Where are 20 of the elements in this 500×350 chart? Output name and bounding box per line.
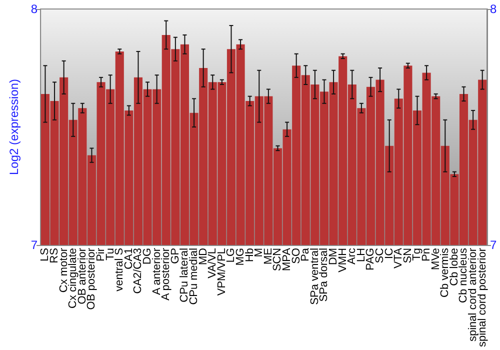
- x-tick-label: RS: [48, 248, 61, 264]
- y2-tick-label: 8: [490, 2, 497, 16]
- x-tick-label: OB anterior: [76, 248, 88, 304]
- x-tick-label: Hb: [244, 248, 256, 262]
- y2-tick-label: 7: [490, 238, 497, 252]
- x-tick-label: OB posterior: [86, 248, 98, 310]
- x-tick-label: M: [253, 248, 266, 258]
- x-tick-label: SN: [402, 248, 414, 264]
- x-tick-label: Tg: [411, 248, 424, 261]
- x-tick-label: SO: [290, 248, 302, 264]
- x-tick-label: SPa dorsal: [318, 248, 330, 302]
- x-tick-label: Pir: [95, 248, 108, 262]
- x-tick-label: Pa: [300, 247, 312, 262]
- x-tick-label: IC: [383, 248, 396, 259]
- x-tick-label: Arc: [346, 247, 358, 264]
- y-axis-title: Log2 (expression): [7, 78, 21, 176]
- x-tick-label: Cb nucleus: [458, 247, 470, 303]
- x-tick-label: SCN: [272, 248, 284, 272]
- x-tick-label: CPu medial: [188, 248, 200, 305]
- x-tick-label: Cb lobe: [448, 248, 460, 286]
